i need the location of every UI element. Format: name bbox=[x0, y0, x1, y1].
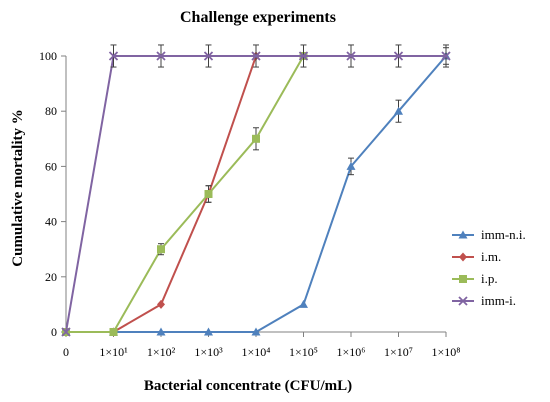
x-tick-label: 1×10⁵ bbox=[289, 345, 318, 359]
data-point bbox=[441, 51, 451, 61]
data-point bbox=[156, 51, 166, 61]
data-point bbox=[204, 190, 213, 198]
data-point bbox=[109, 328, 118, 336]
chart-title: Challenge experiments bbox=[180, 9, 336, 26]
y-tick-label: 0 bbox=[51, 325, 57, 339]
y-axis-title: Cumulative mortality % bbox=[10, 109, 26, 266]
data-point bbox=[108, 51, 119, 61]
x-tick-label: 1×10¹ bbox=[99, 345, 128, 359]
data-point bbox=[61, 327, 71, 337]
legend-entry: i.m. bbox=[452, 249, 501, 264]
x-tick-label: 1×10⁷ bbox=[384, 345, 413, 359]
legend: imm-n.i. i.m. i.p. imm-i. bbox=[452, 227, 526, 308]
series-line bbox=[65, 55, 446, 333]
legend-marker bbox=[459, 275, 467, 283]
series-i-p- bbox=[62, 52, 308, 336]
series-i-m- bbox=[62, 51, 260, 337]
x-tick-label: 1×10³ bbox=[194, 345, 223, 359]
legend-entry: imm-i. bbox=[452, 293, 516, 308]
data-point bbox=[204, 327, 213, 336]
x-tick-label: 1×10² bbox=[147, 345, 176, 359]
data-point bbox=[346, 161, 356, 170]
legend-entry: i.p. bbox=[452, 271, 498, 286]
series-imm-i- bbox=[61, 44, 451, 337]
x-tick-label: 1×10⁴ bbox=[242, 345, 271, 359]
data-point bbox=[298, 51, 309, 61]
legend-label: imm-i. bbox=[481, 293, 516, 308]
data-point bbox=[251, 327, 261, 336]
y-tick-label: 100 bbox=[39, 49, 57, 63]
data-point bbox=[394, 106, 403, 115]
y-tick-label: 20 bbox=[45, 270, 57, 284]
series-line bbox=[66, 55, 257, 333]
y-tick-label: 60 bbox=[45, 159, 57, 173]
data-point bbox=[203, 51, 214, 61]
data-point bbox=[157, 245, 165, 254]
legend-entry: imm-n.i. bbox=[452, 227, 526, 242]
legend-label: imm-n.i. bbox=[481, 227, 526, 242]
legend-label: i.p. bbox=[481, 271, 498, 286]
data-point bbox=[393, 51, 404, 61]
data-point bbox=[299, 299, 308, 308]
axes: 0 20 40 60 80 100 0 1×10¹ 1×10² 1×10³ 1×10⁴ 1×10⁵ 1×… bbox=[39, 49, 460, 359]
legend-marker bbox=[458, 230, 468, 239]
series-layer bbox=[61, 44, 451, 337]
legend-marker bbox=[458, 296, 468, 306]
x-axis-title: Bacterial concentrate (CFU/mL) bbox=[144, 378, 352, 394]
data-point bbox=[156, 327, 166, 336]
data-point bbox=[157, 299, 165, 309]
legend-marker bbox=[459, 252, 467, 262]
x-tick-label: 1×10⁶ bbox=[337, 345, 366, 359]
y-tick-label: 80 bbox=[45, 104, 57, 118]
legend-label: i.m. bbox=[481, 249, 501, 264]
data-point bbox=[346, 51, 356, 61]
x-tick-label: 1×10⁸ bbox=[432, 345, 461, 359]
series-line bbox=[66, 55, 305, 333]
x-tick-label: 0 bbox=[63, 345, 69, 359]
data-point bbox=[252, 134, 260, 143]
data-point bbox=[251, 51, 261, 61]
series-line bbox=[66, 55, 447, 333]
series-imm-n-i- bbox=[61, 47, 451, 336]
y-tick-label: 40 bbox=[45, 215, 57, 229]
